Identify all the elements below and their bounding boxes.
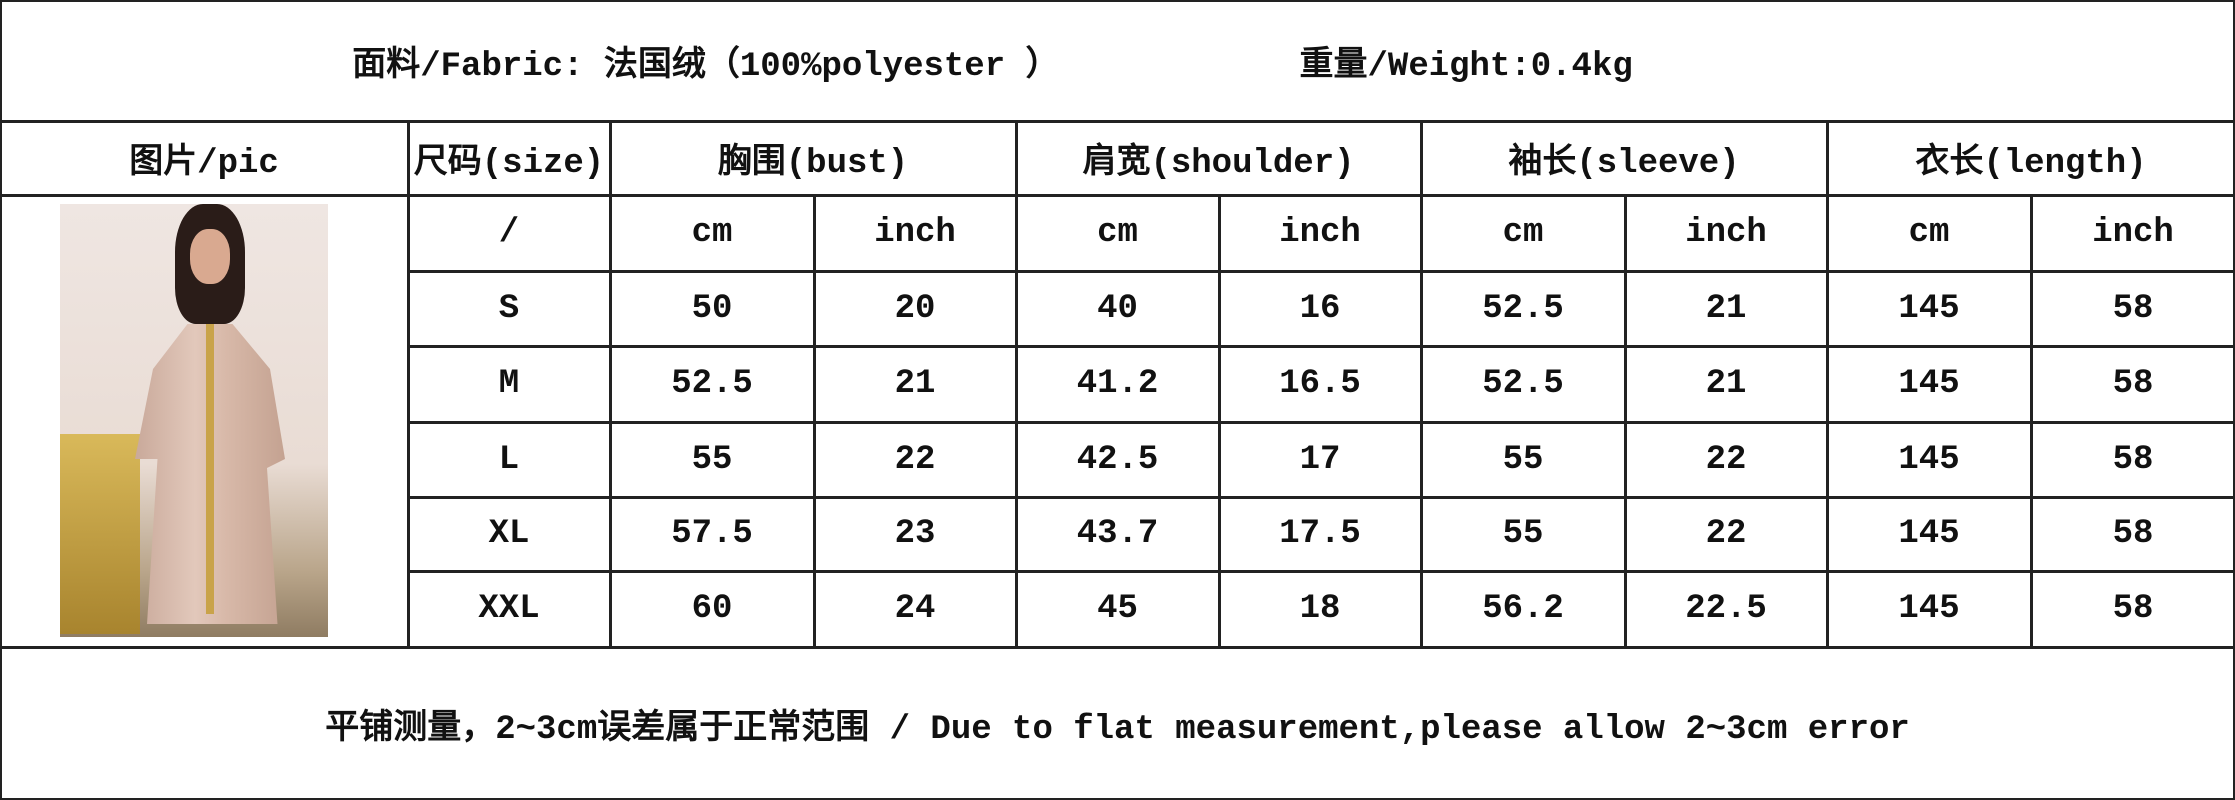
table-cell: 52.5 bbox=[1482, 289, 1564, 328]
table-cell: 24 bbox=[894, 590, 936, 628]
table-cell: 57.5 bbox=[671, 515, 753, 553]
table-cell: 41.2 bbox=[1076, 365, 1159, 403]
table-cell: 58 bbox=[2112, 440, 2154, 479]
col-header-size: 尺码(size) bbox=[413, 145, 605, 183]
table-cell: 21 bbox=[1705, 365, 1747, 403]
col-divider bbox=[1624, 195, 1627, 647]
col-divider bbox=[2030, 195, 2033, 647]
col-header-sleeve: 袖长(sleeve) bbox=[1508, 145, 1740, 183]
table-cell: 52.5 bbox=[671, 365, 753, 403]
header-row: 面料/Fabric: 法国绒（100%polyester ） 重量/Weight… bbox=[0, 0, 2235, 121]
gold-table bbox=[60, 434, 140, 634]
table-cell: 50 bbox=[691, 289, 733, 328]
table-cell: 60 bbox=[691, 590, 733, 628]
col-divider bbox=[1826, 121, 1829, 647]
fabric-label: 面料/Fabric: 法国绒（100%polyester ） bbox=[352, 47, 1060, 86]
table-cell: 21 bbox=[1705, 289, 1747, 328]
weight-label: 重量/Weight:0.4kg bbox=[1299, 47, 1633, 86]
table-cell: 16 bbox=[1299, 289, 1341, 328]
col-header-length: 衣长(length) bbox=[1915, 145, 2147, 183]
unit-cell: inch bbox=[1685, 214, 1767, 252]
table-cell: 43.7 bbox=[1076, 515, 1159, 553]
table-cell: L bbox=[498, 440, 520, 479]
table-cell: 55 bbox=[691, 440, 733, 479]
col-header-pic: 图片/pic bbox=[129, 145, 279, 183]
table-cell: XXL bbox=[478, 590, 540, 628]
product-photo bbox=[60, 204, 328, 637]
col-header-bust: 胸围(bust) bbox=[717, 145, 909, 183]
row-divider bbox=[0, 194, 2235, 197]
table-cell: 17 bbox=[1299, 440, 1341, 479]
row-divider bbox=[0, 646, 2235, 649]
unit-cell: / bbox=[498, 214, 520, 252]
table-cell: 22 bbox=[1705, 515, 1747, 553]
table-cell: 56.2 bbox=[1482, 590, 1564, 628]
table-cell: 145 bbox=[1898, 365, 1960, 403]
unit-cell: cm bbox=[1502, 214, 1544, 252]
table-cell: 42.5 bbox=[1076, 440, 1159, 479]
col-divider bbox=[1015, 121, 1018, 647]
row-divider bbox=[408, 345, 2235, 348]
unit-cell: inch bbox=[1279, 214, 1361, 252]
table-cell: 145 bbox=[1898, 289, 1960, 328]
col-header-shoulder: 肩宽(shoulder) bbox=[1082, 145, 1355, 183]
unit-cell: cm bbox=[1097, 214, 1138, 252]
footer-note: 平铺测量，2~3cm误差属于正常范围 / Due to flat measure… bbox=[325, 710, 1910, 749]
table-cell: 22 bbox=[1705, 440, 1747, 479]
table-cell: 145 bbox=[1898, 440, 1960, 479]
unit-cell: cm bbox=[691, 214, 733, 252]
table-cell: M bbox=[498, 365, 520, 403]
table-cell: 52.5 bbox=[1482, 365, 1564, 403]
table-cell: S bbox=[498, 289, 520, 328]
row-divider bbox=[408, 496, 2235, 499]
table-cell: 45 bbox=[1097, 590, 1138, 628]
table-cell: 58 bbox=[2112, 365, 2154, 403]
table-cell: 22 bbox=[894, 440, 936, 479]
col-divider bbox=[1420, 121, 1423, 647]
table-cell: 16.5 bbox=[1279, 365, 1361, 403]
unit-cell: inch bbox=[874, 214, 956, 252]
table-cell: 145 bbox=[1898, 515, 1960, 553]
table-cell: 55 bbox=[1502, 515, 1544, 553]
table-cell: 17.5 bbox=[1279, 515, 1361, 553]
col-divider bbox=[407, 121, 410, 647]
unit-cell: cm bbox=[1908, 214, 1950, 252]
table-cell: 22.5 bbox=[1685, 590, 1767, 628]
robe-trim bbox=[206, 324, 214, 614]
table-cell: XL bbox=[488, 515, 530, 553]
row-divider bbox=[408, 570, 2235, 573]
table-cell: 40 bbox=[1097, 289, 1138, 328]
table-cell: 58 bbox=[2112, 590, 2154, 628]
col-divider bbox=[813, 195, 816, 647]
row-divider bbox=[0, 120, 2235, 123]
table-cell: 18 bbox=[1299, 590, 1341, 628]
table-cell: 23 bbox=[894, 515, 936, 553]
table-cell: 145 bbox=[1898, 590, 1960, 628]
table-cell: 20 bbox=[894, 289, 936, 328]
table-cell: 21 bbox=[894, 365, 936, 403]
row-divider bbox=[408, 270, 2235, 273]
table-cell: 58 bbox=[2112, 515, 2154, 553]
table-cell: 58 bbox=[2112, 289, 2154, 328]
row-divider bbox=[408, 421, 2235, 424]
unit-cell: inch bbox=[2092, 214, 2174, 252]
col-divider bbox=[609, 121, 612, 647]
col-divider bbox=[1218, 195, 1221, 647]
face bbox=[190, 229, 230, 284]
table-cell: 55 bbox=[1502, 440, 1544, 479]
